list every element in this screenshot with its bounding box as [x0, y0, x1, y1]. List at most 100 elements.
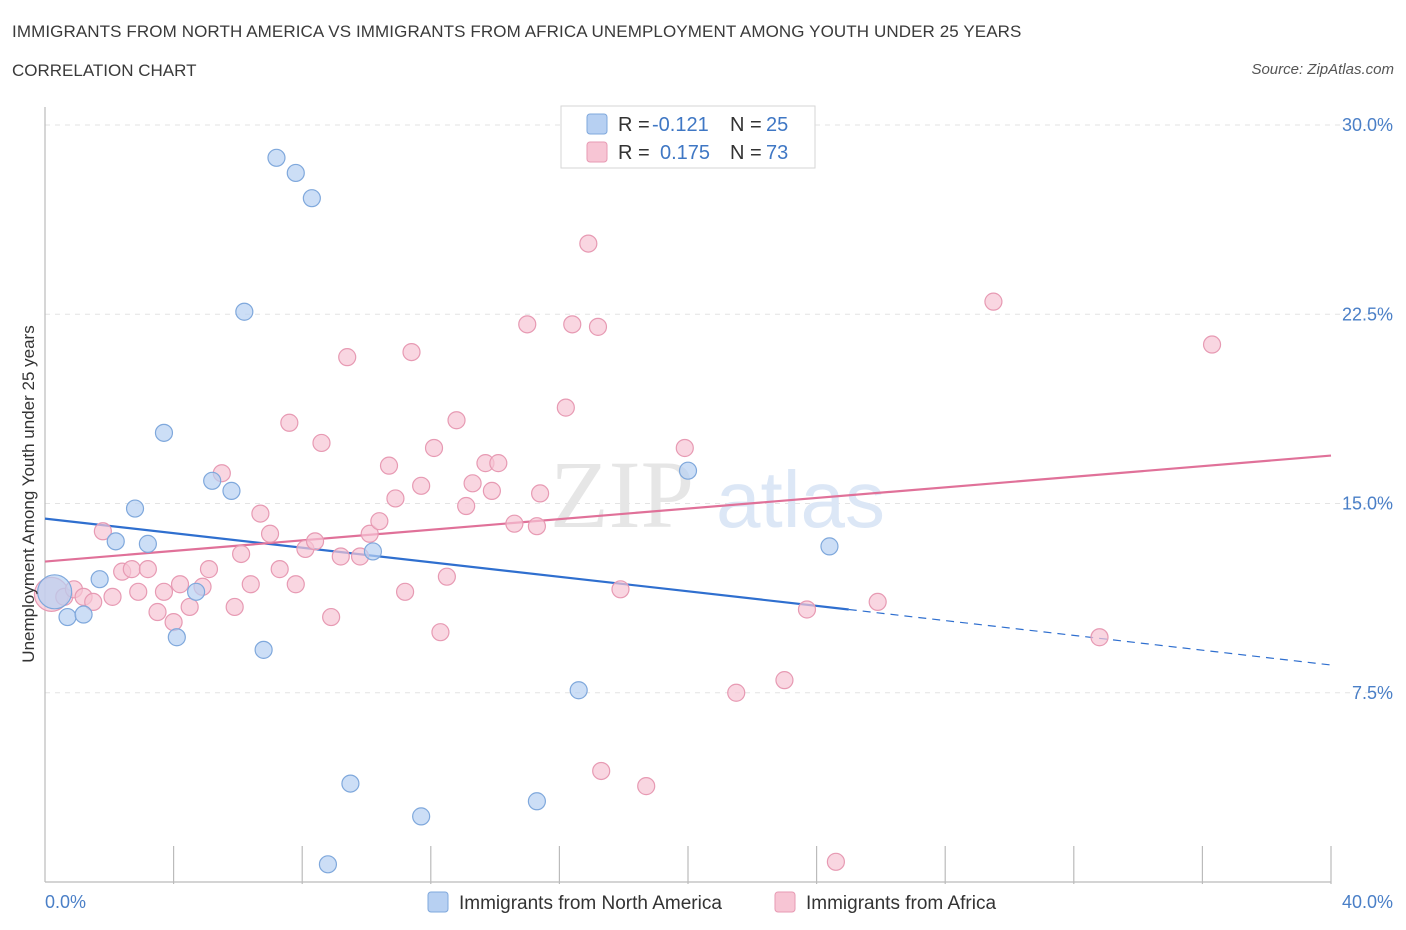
- africa-point: [370, 512, 389, 531]
- africa-point: [232, 544, 251, 564]
- africa-point: [379, 456, 399, 475]
- africa-point: [563, 315, 582, 334]
- africa-point: [270, 560, 289, 579]
- x-axis-ticks: [173, 846, 1332, 884]
- africa-point: [431, 623, 450, 642]
- africa-point: [447, 411, 466, 430]
- bottom-legend-swatch-africa: [774, 891, 796, 913]
- north-america-point: [254, 640, 273, 659]
- legend-r-value-north-america: -0.121: [652, 114, 709, 136]
- africa-point: [489, 454, 508, 473]
- africa-point: [412, 476, 431, 495]
- north-america-point: [222, 481, 241, 500]
- africa-point: [556, 398, 575, 417]
- north-america-point: [267, 148, 286, 167]
- africa-point: [797, 600, 817, 619]
- africa-point: [1090, 628, 1109, 647]
- africa-point: [505, 514, 524, 533]
- north-america-point: [569, 681, 588, 700]
- north-america-point: [286, 163, 305, 183]
- north-america-point: [138, 534, 157, 553]
- north-america-point: [412, 807, 431, 826]
- africa-point: [331, 547, 350, 566]
- grid-lines: [45, 124, 1392, 694]
- north-america-point: [527, 792, 546, 811]
- legend-r-value-africa: 0.175: [660, 142, 710, 164]
- africa-point: [338, 348, 357, 367]
- africa-point: [437, 567, 456, 586]
- legend-n-label: N =: [730, 114, 762, 136]
- legend-n-value-north-america: 25: [766, 114, 788, 136]
- trend-line-africa: [44, 454, 1332, 563]
- north-america-point: [154, 423, 174, 442]
- africa-point: [531, 484, 550, 503]
- chart-subtitle: CORRELATION CHART: [12, 61, 197, 80]
- africa-point: [251, 504, 270, 523]
- africa-point: [611, 580, 630, 599]
- north-america-point: [37, 574, 73, 610]
- watermark-zip: ZIP: [550, 441, 694, 548]
- chart-title: IMMIGRANTS FROM NORTH AMERICA VS IMMIGRA…: [12, 22, 1022, 41]
- africa-point: [312, 433, 331, 453]
- north-america-point: [341, 774, 360, 793]
- africa-point: [579, 234, 598, 253]
- africa-point: [868, 592, 887, 612]
- africa-point: [93, 522, 112, 541]
- africa-point: [180, 597, 199, 617]
- north-america-point: [363, 542, 383, 561]
- north-america-point: [678, 461, 698, 480]
- legend-r-label: R =: [618, 114, 650, 136]
- africa-point: [199, 560, 219, 579]
- y-tick-label: 15.0%: [1342, 494, 1393, 514]
- africa-point: [984, 292, 1003, 311]
- correlation-legend: R = -0.121 N = 25 R = 0.175 N = 73: [560, 105, 816, 169]
- north-america-point: [302, 189, 321, 208]
- africa-point: [154, 582, 174, 601]
- africa-point: [775, 671, 794, 690]
- africa-point: [457, 496, 476, 516]
- x-tick-label-max: 40.0%: [1342, 892, 1393, 912]
- africa-point: [527, 517, 546, 536]
- north-america-point: [106, 532, 125, 551]
- africa-point: [395, 582, 415, 601]
- trend-lines: [44, 454, 1332, 666]
- x-tick-labels: 0.0% 40.0%: [45, 892, 1393, 912]
- africa-point: [305, 532, 325, 551]
- north-america-point: [167, 628, 186, 647]
- africa-point: [463, 474, 482, 493]
- bottom-legend-swatch-north-america: [427, 891, 449, 913]
- africa-point: [592, 761, 611, 781]
- africa-point: [84, 592, 103, 612]
- africa-point: [588, 317, 608, 336]
- north-america-point: [235, 302, 254, 321]
- y-tick-label: 7.5%: [1352, 683, 1393, 703]
- bottom-legend-label-north-america: Immigrants from North America: [459, 893, 722, 914]
- africa-point: [675, 438, 694, 458]
- africa-point: [103, 587, 122, 606]
- africa-point: [402, 343, 421, 362]
- north-america-point: [74, 605, 93, 624]
- legend-n-value-africa: 73: [766, 142, 788, 164]
- africa-point: [164, 612, 183, 632]
- north-america-point: [820, 537, 839, 556]
- north-america-point: [187, 582, 206, 601]
- trend-line-north-america-extrapolated: [848, 608, 1332, 666]
- watermark: ZIP atlas: [550, 441, 885, 548]
- legend-swatch-africa: [586, 141, 608, 163]
- africa-point: [727, 683, 746, 702]
- data-points: [33, 133, 1222, 874]
- africa-point: [225, 597, 244, 617]
- trend-line-north-america: [44, 517, 849, 611]
- africa-point: [826, 852, 845, 871]
- bottom-legend-label-africa: Immigrants from Africa: [806, 893, 996, 914]
- africa-point: [637, 777, 656, 796]
- africa-point: [360, 524, 379, 543]
- legend-n-label: N =: [730, 142, 762, 164]
- y-axis-label: Unemployment Among Youth under 25 years: [19, 325, 38, 662]
- africa-point: [241, 575, 260, 594]
- north-america-point: [90, 570, 109, 589]
- africa-point: [1202, 335, 1222, 354]
- africa-point: [386, 489, 405, 508]
- africa-point: [122, 560, 141, 579]
